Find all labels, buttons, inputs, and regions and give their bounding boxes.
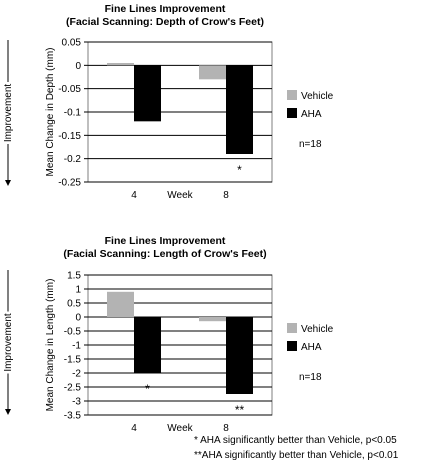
chart2-y-tick-label: 0.5 (67, 299, 81, 310)
chart2-x-category-label: 4 (131, 423, 137, 434)
chart1-y-tick-label: -0.15 (58, 131, 81, 142)
chart2-y-tick-label: 1 (75, 285, 81, 296)
chart1-vehicle-bar (199, 65, 226, 80)
chart1-improvement-label-bg (2, 82, 14, 144)
chart2-y-tick-label: 0 (75, 313, 81, 324)
chart2-improvement-arrow-head (5, 409, 11, 415)
chart2-y-tick-label: -1 (72, 341, 81, 352)
chart2-subtitle: (Facial Scanning: Length of Crow's Feet) (63, 248, 266, 260)
chart1-legend-swatch-aha (287, 108, 297, 118)
chart1-sample-size-label: n=18 (299, 139, 322, 150)
chart1-y-tick-label: -0.2 (64, 154, 82, 165)
chart2-x-category-label: 8 (223, 423, 229, 434)
footnote-p01: **AHA significantly better than Vehicle,… (194, 450, 399, 461)
chart1-vehicle-bar (107, 63, 134, 66)
chart1-y-tick-label: 0.05 (62, 38, 82, 49)
chart1-aha-bar (134, 65, 161, 122)
chart2-title: Fine Lines Improvement (105, 235, 226, 247)
chart2-x-axis-label: Week (167, 423, 193, 434)
chart1-x-category-label: 8 (223, 190, 229, 201)
chart2-aha-bar (226, 317, 253, 394)
chart2-legend-swatch-aha (287, 341, 297, 351)
chart2-y-axis-label: Mean Change in Length (mm) (45, 279, 56, 412)
chart1-improvement-arrow-head (5, 180, 11, 186)
chart2-y-tick-label: -0.5 (64, 327, 82, 338)
chart1-y-tick-label: -0.05 (58, 84, 81, 95)
chart1-x-category-label: 4 (131, 190, 137, 201)
chart1-significance-marker: * (237, 163, 242, 177)
chart2-legend-label-vehicle: Vehicle (301, 324, 334, 335)
chart2-legend-swatch-vehicle (287, 323, 297, 333)
chart2-significance-marker: * (145, 382, 150, 396)
chart2-improvement-label: Improvement (3, 313, 14, 372)
chart1-y-tick-label: 0 (75, 61, 81, 72)
chart1-y-tick-label: -0.25 (58, 178, 81, 189)
chart2-legend-label-aha: AHA (301, 342, 322, 353)
chart2-vehicle-bar (107, 291, 134, 317)
chart2-aha-bar (134, 317, 161, 373)
footnote-p05: * AHA significantly better than Vehicle,… (194, 435, 397, 446)
chart1-y-axis-label: Mean Change in Depth (mm) (45, 48, 56, 177)
chart1-aha-bar (226, 65, 253, 154)
chart2-improvement-label-bg (2, 311, 14, 374)
chart1-title: Fine Lines Improvement (105, 3, 226, 15)
chart2-y-tick-label: -3.5 (64, 411, 82, 422)
chart2-y-tick-label: -3 (72, 397, 81, 408)
chart2-y-tick-label: -2.5 (64, 383, 82, 394)
chart1-subtitle: (Facial Scanning: Depth of Crow's Feet) (66, 16, 264, 28)
chart1-legend-label-vehicle: Vehicle (301, 91, 334, 102)
chart2-y-tick-label: -2 (72, 369, 81, 380)
chart2-sample-size-label: n=18 (299, 372, 322, 383)
chart1-improvement-label: Improvement (3, 84, 14, 143)
chart2-vehicle-bar (199, 317, 226, 322)
chart1-legend-swatch-vehicle (287, 90, 297, 100)
chart1-y-tick-label: -0.1 (64, 108, 82, 119)
chart1-x-axis-label: Week (167, 190, 193, 201)
chart1-legend-label-aha: AHA (301, 109, 322, 120)
chart2-significance-marker: ** (235, 403, 245, 417)
chart2-y-tick-label: -1.5 (64, 355, 82, 366)
chart2-y-tick-label: 1.5 (67, 271, 81, 282)
